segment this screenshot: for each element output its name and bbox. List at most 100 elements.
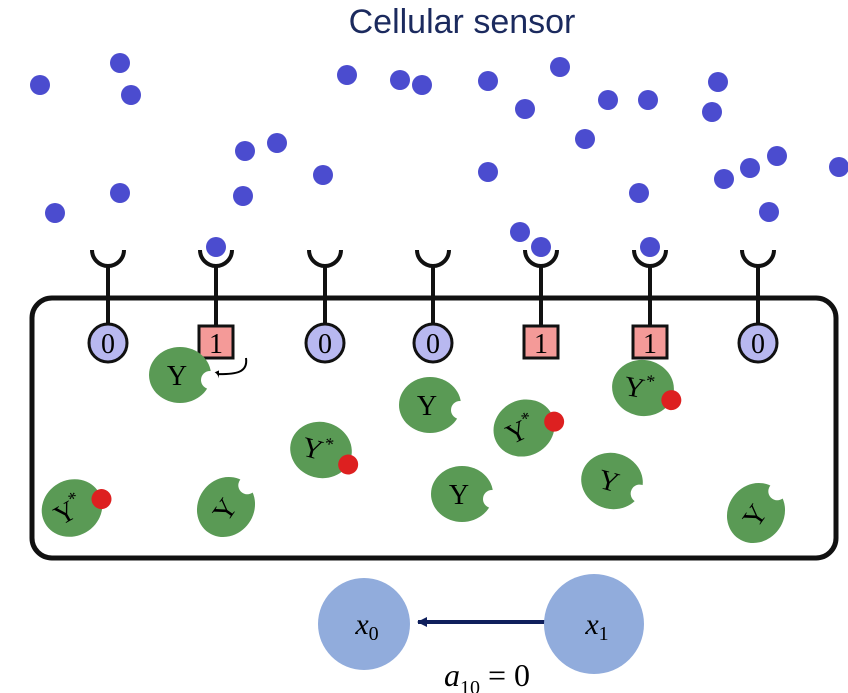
- enzyme-body: [581, 452, 643, 510]
- enzyme: Y*: [493, 399, 565, 457]
- enzyme: Y*: [41, 479, 112, 537]
- ligand-dot: [702, 102, 722, 122]
- ligand-dot: [412, 75, 432, 95]
- enzyme-label: Y: [417, 391, 437, 422]
- phosphate-group: [661, 390, 682, 411]
- receptor-state-inactive: [304, 322, 346, 364]
- receptor-state-label: 1: [643, 329, 657, 360]
- receptor-state-inactive: [87, 322, 129, 364]
- enzyme: Y: [726, 482, 787, 544]
- node-x0-label: x0: [354, 608, 378, 645]
- binding-pocket: [201, 371, 219, 389]
- ligand-dot: [638, 90, 658, 110]
- receptor-cup: [740, 249, 776, 268]
- enzyme-body: [41, 479, 103, 537]
- ligand-dot: [121, 85, 141, 105]
- ligand-dot: [267, 133, 287, 153]
- ligand-dot: [714, 169, 734, 189]
- enzyme: Y: [196, 476, 257, 538]
- ligand-dot: [30, 75, 50, 95]
- enzyme-body: [149, 347, 211, 403]
- ligand-dot: [233, 186, 253, 206]
- ligand-dot: [510, 222, 530, 242]
- enzyme-group: Y Y Y* Y* Y* Y Y Y* Y Y: [41, 347, 787, 544]
- node-x1-letter: x: [584, 608, 599, 641]
- enzyme-body: [726, 482, 786, 544]
- receptor-state-label: 0: [318, 329, 332, 360]
- ligand-dot: [110, 53, 130, 73]
- receptor: 0: [412, 249, 454, 364]
- receptor-state-label: 1: [209, 329, 223, 360]
- enzyme-body: [196, 476, 256, 538]
- ligand-dot: [708, 72, 728, 92]
- enzyme: Y*: [290, 421, 359, 479]
- bound-ligand: [206, 237, 226, 257]
- edge-label: a10 = 0: [444, 657, 530, 693]
- phosphate-group: [91, 489, 112, 510]
- phosphorylation-arrow: [211, 357, 248, 379]
- enzyme: Y*: [612, 359, 682, 417]
- ligand-dot: [478, 162, 498, 182]
- receptor-state-active: [197, 324, 235, 360]
- bound-ligand: [531, 237, 551, 257]
- enzyme-body: [431, 466, 493, 522]
- receptor-state-label: 0: [426, 329, 440, 360]
- enzyme: Y: [149, 347, 219, 403]
- diagram-title: Cellular sensor: [349, 3, 576, 41]
- ligand-dot: [337, 65, 357, 85]
- receptor: 0: [304, 249, 346, 364]
- ligand-dot: [598, 90, 618, 110]
- node-x1: [544, 574, 644, 674]
- ligand-dot: [45, 203, 65, 223]
- phosphate-group: [544, 411, 565, 432]
- phosphate-group: [338, 454, 359, 475]
- ligand-dot: [390, 70, 410, 90]
- ligand-dot: [740, 158, 760, 178]
- binding-pocket: [483, 490, 501, 508]
- ligand-dot: [629, 183, 649, 203]
- node-x0-letter: x: [354, 608, 369, 641]
- receptor: 1: [522, 237, 560, 360]
- ligand-dot: [478, 71, 498, 91]
- enzyme-body: [493, 399, 555, 457]
- ligand-dot: [313, 165, 333, 185]
- receptor-state-inactive: [412, 322, 454, 364]
- bound-ligand: [640, 237, 660, 257]
- binding-pocket: [630, 484, 649, 503]
- receptor: 0: [737, 249, 779, 364]
- enzyme-label: Y*: [622, 367, 657, 407]
- receptor-cup: [90, 249, 126, 268]
- receptor: 1: [631, 237, 669, 360]
- receptor-state-label: 1: [534, 329, 548, 360]
- enzyme: Y: [431, 466, 501, 522]
- receptor-state-active: [522, 324, 560, 360]
- enzyme: Y: [399, 377, 469, 433]
- receptor-state-label: 0: [751, 329, 765, 360]
- ligand-dot: [759, 202, 779, 222]
- receptor-state-active: [631, 324, 669, 360]
- ligand-dot: [767, 146, 787, 166]
- receptor-cup: [415, 249, 451, 268]
- receptor-cup: [307, 249, 343, 268]
- node-x1-label: x1: [584, 608, 608, 645]
- node-x0: [318, 578, 410, 670]
- ligand-dot: [235, 141, 255, 161]
- receptor-state-inactive: [737, 322, 779, 364]
- enzyme-label: Y: [167, 361, 187, 392]
- ligand-molecules: [30, 53, 848, 242]
- ligand-dot: [575, 129, 595, 149]
- enzyme: Y: [581, 452, 649, 510]
- ligand-dot: [550, 57, 570, 77]
- enzyme-label: Y: [449, 480, 469, 511]
- receptor-row: 0 1 0 0 1 1 0: [87, 237, 779, 364]
- ligand-dot: [515, 99, 535, 119]
- enzyme-body: [290, 421, 352, 479]
- ligand-dot: [110, 183, 130, 203]
- receptor: 0: [87, 249, 129, 364]
- ligand-dot: [829, 157, 848, 177]
- binding-pocket: [768, 482, 787, 501]
- enzyme-body: [399, 377, 461, 433]
- binding-pocket: [451, 401, 469, 419]
- receptor-state-label: 0: [101, 329, 115, 360]
